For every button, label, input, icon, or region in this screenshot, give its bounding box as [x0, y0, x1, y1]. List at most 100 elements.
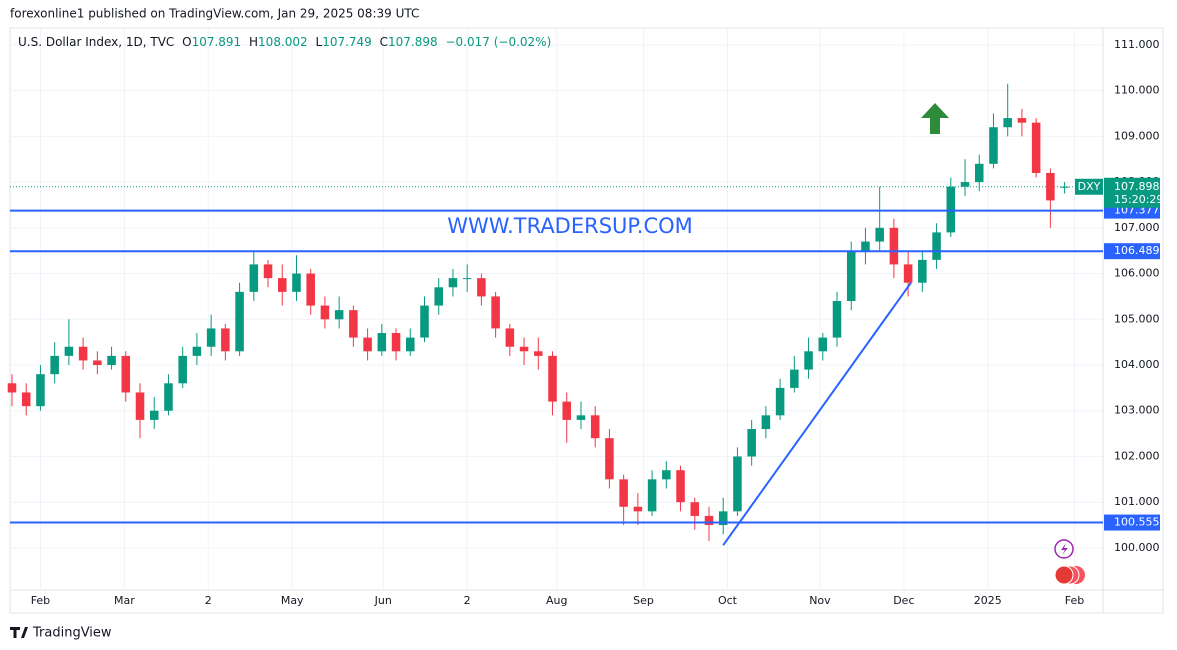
candle-body	[747, 429, 756, 457]
chart-frame	[9, 27, 1164, 614]
y-tick-label: 102.000	[1114, 449, 1160, 462]
x-tick-label: Mar	[114, 594, 135, 607]
candle-body	[491, 296, 500, 329]
candle-body	[1060, 186, 1069, 188]
candle-body	[548, 355, 557, 402]
candle-body	[363, 337, 372, 352]
candle-body	[78, 346, 88, 361]
candle-body	[605, 438, 614, 480]
candle-body	[235, 291, 244, 352]
y-tick-label: 109.000	[1114, 129, 1160, 142]
candle-body	[121, 355, 131, 393]
x-tick-label: Sep	[633, 594, 654, 607]
y-tick-label: 104.000	[1114, 358, 1160, 371]
ohlc-key: O	[182, 35, 191, 49]
symbol-label: DXY	[1078, 180, 1101, 193]
candle-body	[647, 479, 657, 512]
candle-body	[832, 300, 842, 338]
price-label: 107.898	[1114, 180, 1160, 193]
candle-body	[1046, 172, 1055, 201]
candle-body	[93, 360, 102, 366]
ohlc-key: L	[316, 35, 323, 49]
symbol-tag	[1075, 178, 1103, 195]
level-tag	[1104, 514, 1160, 531]
x-tick-label: Aug	[546, 594, 567, 607]
candle-body	[334, 310, 344, 320]
ohlc-value: 107.749	[322, 35, 372, 49]
candle-body	[576, 415, 586, 420]
x-tick-label: Feb	[1065, 594, 1084, 607]
candle-body	[761, 415, 771, 430]
watermark: WWW.TRADERSUP.COM	[447, 214, 693, 238]
candle-body	[149, 410, 159, 420]
x-tick-label: Oct	[718, 594, 738, 607]
candle-body	[846, 250, 856, 301]
candle-body	[918, 259, 927, 283]
candle-body	[562, 401, 572, 420]
y-tick-label: 105.000	[1114, 312, 1160, 325]
symbol-name: U.S. Dollar Index, 1D, TVC	[18, 35, 174, 49]
candle-body	[178, 355, 187, 384]
change: −0.017 (−0.02%)	[445, 35, 551, 49]
candle-body	[320, 305, 330, 320]
candle-body	[932, 232, 941, 260]
y-tick-label: 110.000	[1114, 84, 1160, 97]
x-tick-label: 2025	[974, 594, 1002, 607]
candle-body	[690, 502, 700, 516]
up-arrow	[921, 103, 949, 134]
y-tick-label: 106.000	[1114, 267, 1160, 280]
candle-body	[107, 355, 116, 366]
candle-body	[434, 287, 443, 306]
level-label: 100.555	[1114, 516, 1160, 529]
ohlc-value: 107.898	[388, 35, 438, 49]
candle-body	[633, 506, 643, 512]
candle-body	[64, 346, 74, 356]
candle-body	[192, 346, 202, 356]
level-tag	[1104, 243, 1160, 260]
candle-body	[292, 273, 301, 292]
candle-body	[277, 278, 287, 292]
y-tick-label: 101.000	[1114, 495, 1160, 508]
publisher-line: forexonline1 published on TradingView.co…	[10, 7, 419, 21]
y-tick-label: 100.000	[1114, 541, 1160, 554]
candle-body	[391, 333, 401, 352]
y-tick-label: 103.000	[1114, 404, 1160, 417]
candle-body	[420, 305, 429, 338]
candle-body	[676, 470, 685, 503]
candle-body	[377, 333, 387, 352]
candle-body	[36, 374, 45, 407]
candle-body	[1017, 118, 1027, 123]
candle-body	[775, 387, 785, 416]
candle-body	[1031, 122, 1041, 173]
candle-body	[989, 127, 998, 164]
x-tick-label: 2	[205, 594, 212, 607]
candle-body	[1003, 118, 1012, 128]
symbol-header: U.S. Dollar Index, 1D, TVC O107.891 H108…	[18, 35, 551, 49]
candle-body	[21, 392, 31, 407]
candle-body	[519, 346, 529, 352]
brand: TradingView	[32, 626, 112, 641]
candle-body	[889, 227, 899, 265]
candle-body	[263, 264, 273, 279]
candle-body	[406, 337, 415, 352]
candle-body	[505, 328, 515, 347]
candle-body	[733, 456, 742, 512]
candle-body	[249, 264, 259, 292]
candle-body	[619, 479, 628, 507]
lightning-icon	[1061, 543, 1068, 555]
trendline	[722, 282, 912, 546]
candle-body	[306, 273, 315, 306]
candle-body	[534, 351, 543, 356]
ohlc-value: 108.002	[258, 35, 308, 49]
y-tick-label: 107.000	[1114, 221, 1160, 234]
candle-body	[590, 415, 600, 439]
flag-icon[interactable]	[1054, 565, 1074, 585]
ohlc-key: C	[380, 35, 388, 49]
candle-body	[7, 383, 17, 393]
candle-body	[164, 383, 173, 411]
level-label: 106.489	[1114, 244, 1160, 257]
candle-body	[960, 182, 970, 187]
candle-body	[704, 515, 714, 526]
